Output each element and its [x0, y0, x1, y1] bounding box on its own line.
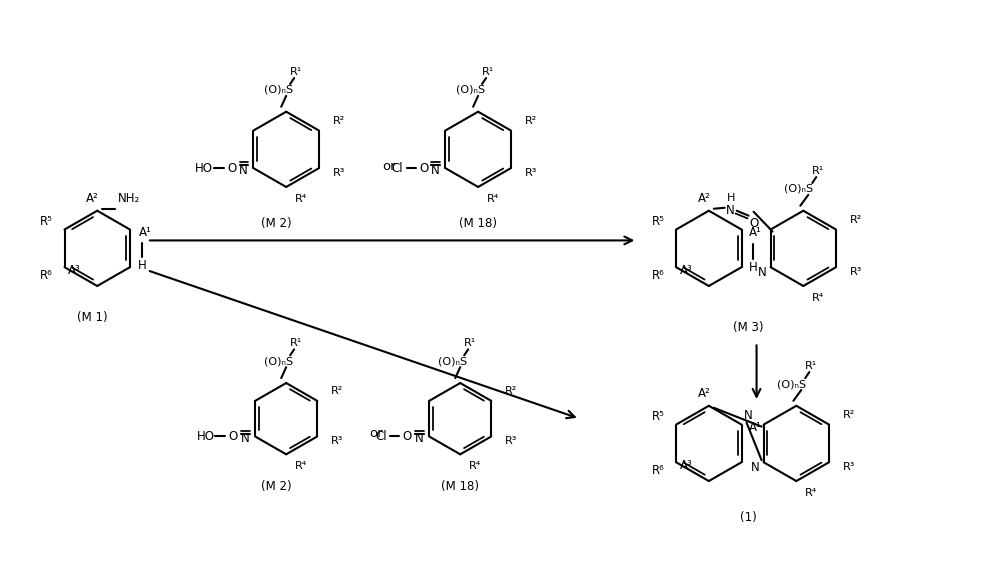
Text: (1): (1)	[740, 511, 757, 524]
Text: N: N	[758, 266, 767, 279]
Text: R⁴: R⁴	[487, 194, 500, 204]
Text: R⁶: R⁶	[40, 269, 53, 282]
Text: Cl: Cl	[376, 430, 388, 443]
Text: N: N	[726, 204, 735, 217]
Text: R²: R²	[843, 410, 855, 420]
Text: H: H	[726, 193, 735, 203]
Text: O: O	[229, 430, 238, 443]
Text: (M 18): (M 18)	[442, 479, 480, 492]
Text: O: O	[419, 162, 429, 174]
Text: R⁴: R⁴	[805, 488, 817, 498]
Text: O: O	[403, 430, 412, 443]
Text: H: H	[749, 261, 758, 274]
Text: or: or	[369, 427, 383, 440]
Text: A¹: A¹	[749, 226, 762, 239]
Text: (M 2): (M 2)	[261, 217, 292, 230]
Text: (O)ₙS: (O)ₙS	[264, 85, 293, 95]
Text: A³: A³	[679, 459, 692, 471]
Text: (O)ₙS: (O)ₙS	[438, 356, 467, 366]
Text: N: N	[743, 409, 752, 421]
Text: A²: A²	[697, 193, 710, 206]
Text: R⁴: R⁴	[295, 461, 308, 471]
Text: N: N	[239, 164, 248, 177]
Text: R¹: R¹	[290, 339, 303, 348]
Text: N: N	[432, 164, 440, 177]
Text: (M 2): (M 2)	[261, 479, 292, 492]
Text: (O)ₙS: (O)ₙS	[264, 356, 293, 366]
Text: Cl: Cl	[392, 162, 404, 174]
Text: R³: R³	[331, 436, 344, 446]
Text: N: N	[415, 432, 424, 445]
Text: H: H	[138, 258, 146, 272]
Text: R³: R³	[843, 462, 855, 472]
Text: (O)ₙS: (O)ₙS	[784, 184, 813, 194]
Text: R⁵: R⁵	[651, 410, 664, 423]
Text: (M 1): (M 1)	[77, 311, 108, 324]
Text: (M 18): (M 18)	[460, 217, 498, 230]
Text: N: N	[751, 461, 760, 474]
Text: O: O	[749, 217, 758, 230]
Text: R²: R²	[850, 215, 862, 224]
Text: R²: R²	[331, 386, 344, 396]
Text: A³: A³	[68, 264, 81, 277]
Text: R⁵: R⁵	[40, 215, 53, 228]
Text: A³: A³	[679, 264, 692, 277]
Text: R⁴: R⁴	[469, 461, 482, 471]
Text: R²: R²	[504, 386, 517, 396]
Text: R²: R²	[524, 116, 536, 126]
Text: R⁴: R⁴	[295, 194, 308, 204]
Text: N: N	[241, 432, 250, 445]
Text: R⁶: R⁶	[651, 463, 664, 477]
Text: (O)ₙS: (O)ₙS	[777, 379, 806, 389]
Text: A¹: A¹	[139, 226, 151, 239]
Text: R³: R³	[524, 168, 536, 178]
Text: A¹: A¹	[749, 421, 762, 434]
Text: R³: R³	[333, 168, 345, 178]
Text: HO: HO	[195, 162, 213, 174]
Text: or: or	[382, 160, 396, 173]
Text: R¹: R¹	[465, 339, 477, 348]
Text: R⁶: R⁶	[651, 269, 664, 282]
Text: R¹: R¹	[812, 166, 824, 176]
Text: R²: R²	[333, 116, 345, 126]
Text: HO: HO	[197, 430, 215, 443]
Text: A²: A²	[86, 193, 99, 206]
Text: (M 3): (M 3)	[733, 321, 764, 334]
Text: R¹: R¹	[482, 67, 495, 77]
Text: R³: R³	[504, 436, 517, 446]
Text: R⁴: R⁴	[812, 293, 824, 303]
Text: R⁵: R⁵	[651, 215, 664, 228]
Text: (O)ₙS: (O)ₙS	[456, 85, 485, 95]
Text: NH₂: NH₂	[118, 193, 140, 206]
Text: A²: A²	[697, 387, 710, 400]
Text: R¹: R¹	[290, 67, 303, 77]
Text: O: O	[227, 162, 236, 174]
Text: R¹: R¹	[805, 361, 817, 371]
Text: R³: R³	[850, 267, 862, 277]
